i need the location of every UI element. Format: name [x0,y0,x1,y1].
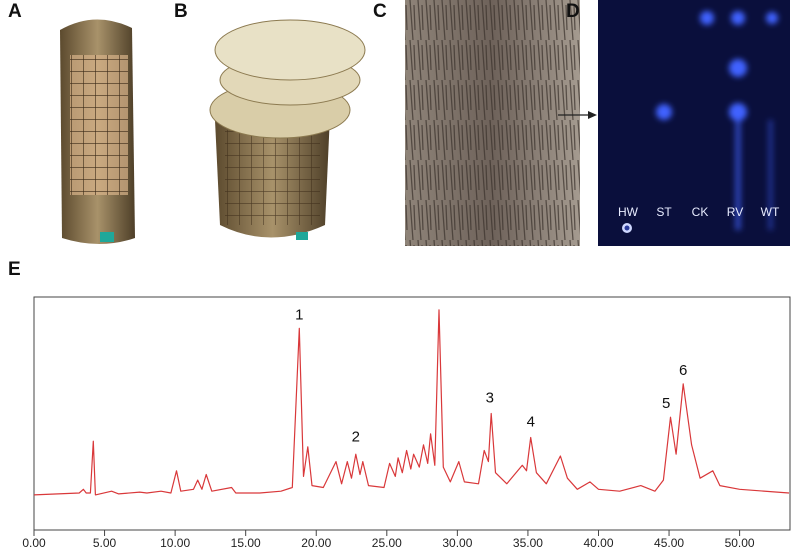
arrow-head [588,111,597,119]
plot-frame [33,296,791,531]
peak-label: 2 [352,429,360,446]
x-tick-label: 5.00 [93,536,117,549]
panel-label: B [174,1,188,22]
tlc-plate [598,0,790,246]
x-tick-label: 30.00 [442,536,472,549]
x-tick-label: 40.00 [583,536,613,549]
x-tick-label: 20.00 [301,536,331,549]
lane-label: RV [727,205,743,219]
peak-label: 5 [662,395,670,412]
x-tick-label: 25.00 [372,536,402,549]
x-tick-label: 15.00 [231,536,261,549]
lane-label: WT [761,205,780,219]
photo-a [60,19,135,245]
panel-label: E [8,259,21,280]
peak-label: 4 [527,414,535,431]
panel-label: D [566,1,580,22]
lane-label: CK [692,205,709,219]
peak-label: 3 [486,390,494,407]
x-tick-label: 35.00 [513,536,543,549]
peak-label: 1 [295,306,303,323]
x-tick-label: 10.00 [160,536,190,549]
x-tick-label: 0.00 [22,536,46,549]
peak-label: 6 [679,362,687,379]
x-tick-label: 45.00 [654,536,684,549]
panel-label: A [8,1,22,22]
x-tick-label: 50.00 [725,536,755,549]
chromatogram-trace [33,309,790,496]
lane-label: ST [656,205,672,219]
panel-label: C [373,1,387,22]
lane-label: HW [618,205,639,219]
photo-b [209,19,366,240]
photo-c [405,0,580,246]
